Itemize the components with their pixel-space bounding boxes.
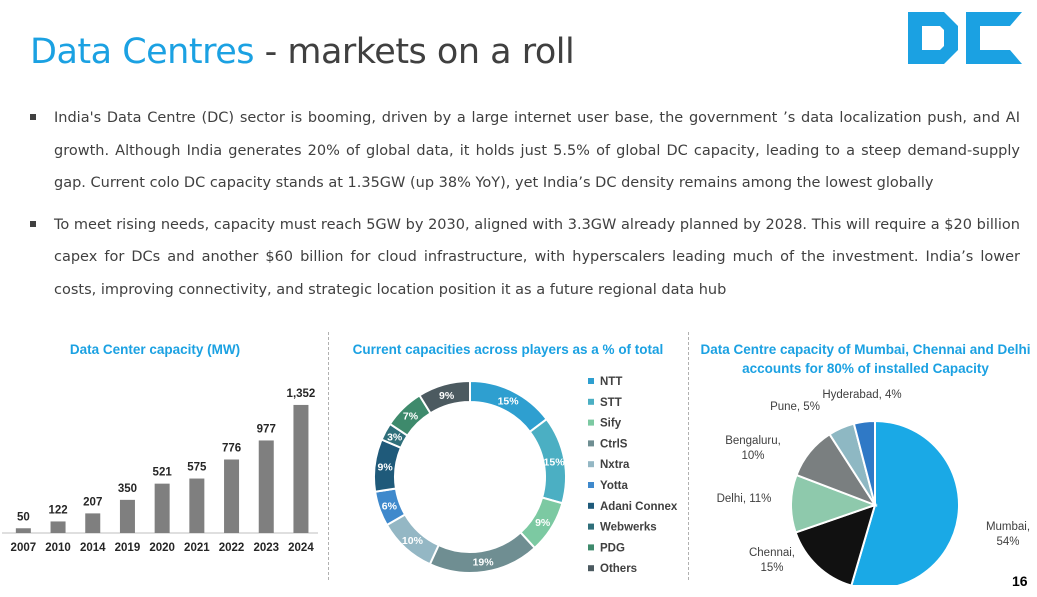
page-title-rest: - markets on a roll: [253, 32, 575, 72]
pie-slice-label: Hyderabad, 4%: [822, 389, 901, 401]
legend-label: NTT: [600, 376, 622, 388]
legend-label: Sify: [600, 418, 622, 430]
legend-label: Adani Connex: [600, 501, 678, 513]
legend-swatch: [588, 440, 594, 447]
bar-value-label: 207: [83, 496, 102, 508]
donut-slice-label: 6%: [382, 500, 398, 512]
bullet-item: To meet rising needs, capacity must reac…: [30, 209, 1020, 307]
bar-value-label: 50: [17, 511, 30, 523]
legend-swatch: [588, 502, 594, 509]
pie-slice-label: Pune, 5%: [770, 401, 820, 413]
legend-swatch: [588, 544, 594, 551]
panel-divider: [328, 332, 329, 580]
bullet-text: To meet rising needs, capacity must reac…: [54, 216, 1020, 298]
bar-2007: [15, 528, 31, 533]
legend-label: PDG: [600, 542, 625, 554]
bullet-text: India's Data Centre (DC) sector is boomi…: [54, 110, 1020, 191]
legend-swatch: [588, 398, 594, 405]
bar-value-label: 977: [257, 423, 276, 435]
pie-slice-label: Delhi, 11%: [717, 493, 772, 505]
panel-divider: [688, 332, 689, 580]
pie-slice-mumbai: [850, 419, 960, 585]
bar-value-label: 521: [153, 467, 173, 479]
donut-chart-title: Current capacities across players as a %…: [352, 342, 664, 357]
bar-2014: [85, 513, 101, 533]
donut-slice-label: 9%: [535, 517, 551, 529]
bar-2022: [224, 459, 240, 533]
bullet-item: India's Data Centre (DC) sector is boomi…: [30, 102, 1020, 200]
donut-slice-others: [418, 379, 471, 415]
donut-slice-label: 15%: [544, 456, 566, 468]
bar-value-label: 575: [187, 462, 207, 474]
pie-slice-label: Chennai, 15%: [749, 547, 795, 574]
legend-swatch: [588, 419, 594, 426]
pie-chart: Mumbai, 54% Chennai, 15% Delhi, 11% Bengaluru…: [717, 389, 1030, 585]
bar-tick-label: 2020: [149, 542, 175, 554]
legend-swatch: [588, 461, 594, 468]
bar-tick-label: 2021: [184, 542, 210, 554]
pie-slice-chennai: [794, 503, 877, 585]
donut-chart: 15% 15% 9% 19% 10% 6% 9% 3%7% 9% NTT STT Sify CtrlS N…: [373, 376, 678, 575]
bar-value-label: 1,352: [287, 388, 316, 400]
bar-tick-label: 2022: [219, 542, 245, 554]
legend-swatch: [588, 565, 594, 572]
pie-slice-label: Mumbai, 54%: [986, 521, 1030, 548]
pie-slice-hyderabad: [852, 419, 876, 506]
pie-chart-title: Data Centre capacity of Mumbai, Chennai …: [700, 342, 1031, 376]
legend-label: Nxtra: [600, 459, 630, 471]
legend-label: Webwerks: [600, 522, 657, 534]
bullet-list: India's Data Centre (DC) sector is boomi…: [30, 102, 1020, 315]
legend-swatch: [588, 482, 594, 488]
bar-2021: [189, 478, 205, 533]
bar-2023: [258, 440, 274, 533]
legend-label: Others: [600, 563, 637, 575]
bar-tick-label: 2014: [80, 542, 106, 554]
donut-slice-label: 3%: [387, 432, 403, 444]
bullet-square-icon: [30, 114, 36, 120]
donut-slice-label: 15%: [498, 395, 520, 407]
logo-c-shape: [966, 12, 1022, 64]
page-title: Data Centres - markets on a roll: [30, 32, 575, 72]
page-number: 16: [1012, 573, 1028, 589]
bar-tick-label: 2024: [288, 542, 314, 554]
logo-d-shape: [908, 12, 958, 64]
bar-value-label: 776: [222, 442, 241, 454]
bar-tick-label: 2010: [45, 542, 71, 554]
donut-slice-label: 19%: [473, 556, 495, 568]
bullet-square-icon: [30, 220, 36, 227]
legend-label: STT: [600, 397, 622, 409]
donut-slice-label: 7%: [403, 411, 419, 423]
bar-tick-label: 2007: [11, 542, 37, 554]
bar-tick-label: 2019: [115, 542, 141, 554]
donut-slice-label: 10%: [402, 535, 424, 547]
legend-label: Yotta: [600, 480, 629, 492]
bar-tick-label: 2023: [253, 542, 279, 554]
donut-slice-label: 9%: [378, 461, 394, 473]
bar-value-label: 350: [118, 483, 137, 495]
donut-slice-label: 9%: [439, 390, 455, 402]
bar-chart-title: Data Center capacity (MW): [69, 342, 241, 357]
bar-2020: [154, 483, 170, 533]
dc-logo: DC: [908, 12, 1022, 64]
page-title-accent: Data Centres: [30, 32, 254, 72]
legend-label: CtrlS: [600, 438, 628, 450]
legend-swatch: [588, 378, 594, 384]
bar-2010: [50, 521, 66, 533]
legend-swatch: [588, 523, 594, 530]
pie-slice-label: Bengaluru, 10%: [725, 435, 781, 462]
bar-2019: [119, 499, 135, 533]
bar-2024: [293, 404, 309, 533]
bar-value-label: 122: [48, 504, 67, 516]
bar-chart: 50 2007 122 2010 207 2014 350 2019 521 2020 575 202…: [2, 388, 318, 554]
